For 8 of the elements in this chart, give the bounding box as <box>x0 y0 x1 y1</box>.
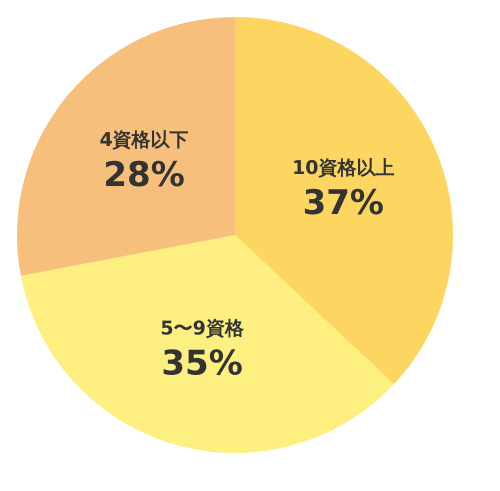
slice-label: 4資格以下 <box>99 128 189 151</box>
slice-label: 10資格以上 <box>292 157 395 180</box>
data-label: 35% <box>161 343 243 384</box>
data-label: 28% <box>103 154 185 195</box>
pie-slice <box>17 17 235 276</box>
slice-label: 5〜9資格 <box>160 317 245 340</box>
data-label: 37% <box>302 183 384 224</box>
pie-slice <box>20 235 394 453</box>
